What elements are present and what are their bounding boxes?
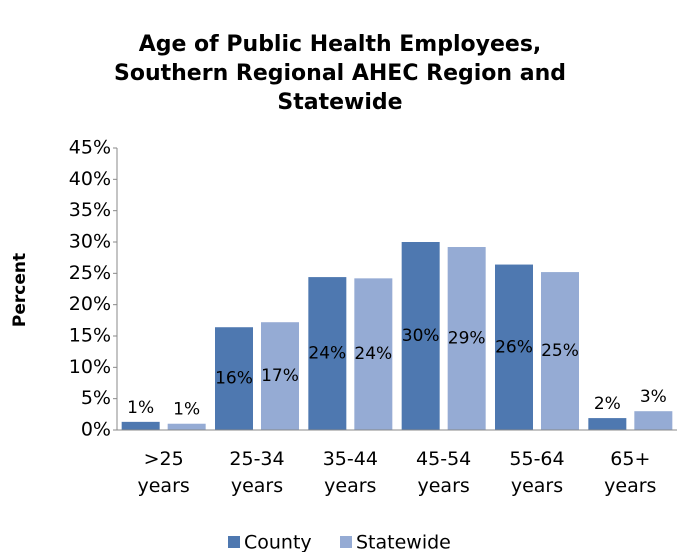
- data-label: 26%: [495, 337, 533, 357]
- y-tick-label: 20%: [69, 293, 111, 315]
- bar: [354, 278, 393, 430]
- data-label: 30%: [402, 326, 440, 346]
- legend-swatch: [340, 536, 352, 548]
- y-tick-label: 15%: [69, 325, 111, 347]
- y-tick-label: 35%: [69, 199, 111, 221]
- bar: [167, 423, 206, 430]
- x-tick-label: 55-64 years: [509, 448, 565, 497]
- legend-label: Statewide: [356, 532, 451, 552]
- data-label: 17%: [261, 366, 299, 386]
- data-label: 25%: [541, 341, 579, 361]
- bar: [261, 322, 299, 430]
- bar: [121, 421, 160, 430]
- data-label: 2%: [594, 394, 621, 414]
- data-label: 24%: [308, 344, 346, 364]
- bar: [588, 418, 627, 430]
- data-label: 16%: [215, 369, 253, 389]
- bar: [541, 272, 579, 430]
- bar: [401, 242, 440, 430]
- y-tick-label: 40%: [69, 168, 111, 190]
- legend-swatch: [228, 536, 240, 548]
- x-tick-label: 45-54 years: [416, 448, 472, 497]
- data-label: 24%: [354, 344, 392, 364]
- x-tick-label: 35-44 years: [322, 448, 378, 497]
- y-tick-label: 0%: [81, 419, 111, 441]
- x-tick-label: 65+ years: [604, 448, 657, 497]
- bar: [447, 247, 486, 430]
- data-label: 29%: [448, 329, 486, 349]
- y-axis-label: Percent: [10, 253, 30, 327]
- bar: [634, 411, 673, 430]
- bar: [215, 327, 253, 430]
- legend-label: County: [244, 532, 312, 552]
- y-tick-label: 5%: [81, 387, 111, 409]
- y-tick-label: 10%: [69, 356, 111, 378]
- data-label: 1%: [173, 400, 200, 420]
- x-tick-label: >25 years: [137, 448, 190, 497]
- bar: [308, 277, 347, 430]
- bar: [495, 264, 533, 430]
- chart-title: Age of Public Health Employees, Southern…: [114, 32, 566, 115]
- x-tick-label: 25-34 years: [229, 448, 285, 497]
- data-label: 1%: [127, 398, 154, 418]
- data-label: 3%: [640, 387, 667, 407]
- y-tick-label: 30%: [69, 231, 111, 253]
- y-tick-label: 25%: [69, 262, 111, 284]
- y-tick-label: 45%: [69, 137, 111, 159]
